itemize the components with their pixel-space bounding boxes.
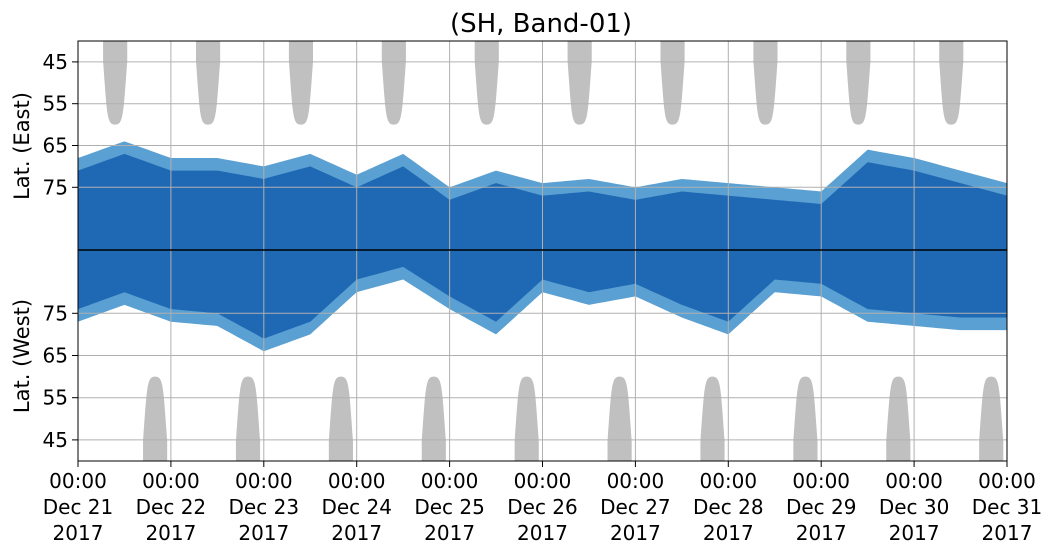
plot-area xyxy=(77,40,1008,462)
x-tick-label: 00:00 Dec 28 2017 xyxy=(693,469,764,545)
x-tick-label: 00:00 Dec 30 2017 xyxy=(879,469,950,545)
y-tick-label-west: 55 xyxy=(43,386,68,410)
chart-title: (SH, Band-01) xyxy=(450,9,632,39)
x-tick-label: 00:00 Dec 27 2017 xyxy=(600,469,671,545)
x-tick-label: 00:00 Dec 21 2017 xyxy=(43,469,114,545)
x-tick-label: 00:00 Dec 31 2017 xyxy=(972,469,1043,545)
y-axis-label-east: Lat. (East) xyxy=(10,92,34,200)
occurrence-west-dense xyxy=(78,250,1007,339)
y-axis: 45 55 65 75 75 65 55 45 xyxy=(43,50,78,452)
x-tick-label: 00:00 Dec 23 2017 xyxy=(229,469,300,545)
y-tick-label-east: 55 xyxy=(43,92,68,116)
y-tick-label-east: 65 xyxy=(43,134,68,158)
grid-layer xyxy=(77,41,1008,461)
x-tick-label: 00:00 Dec 24 2017 xyxy=(321,469,392,545)
y-tick-label-west: 75 xyxy=(43,301,68,325)
x-tick-label: 00:00 Dec 26 2017 xyxy=(507,469,578,545)
y-tick-label-west: 45 xyxy=(43,428,68,452)
y-tick-label-east: 45 xyxy=(43,50,68,74)
x-tick-label: 00:00 Dec 22 2017 xyxy=(136,469,207,545)
y-tick-label-west: 65 xyxy=(43,344,68,368)
y-tick-label-east: 75 xyxy=(43,175,68,199)
x-tick-label: 00:00 Dec 25 2017 xyxy=(414,469,485,545)
y-axis-label-west: Lat. (West) xyxy=(10,299,34,413)
x-tick-label: 00:00 Dec 29 2017 xyxy=(786,469,857,545)
x-axis: 00:00 Dec 21 2017 00:00 Dec 22 2017 00:00 Dec 2… xyxy=(43,461,1043,545)
